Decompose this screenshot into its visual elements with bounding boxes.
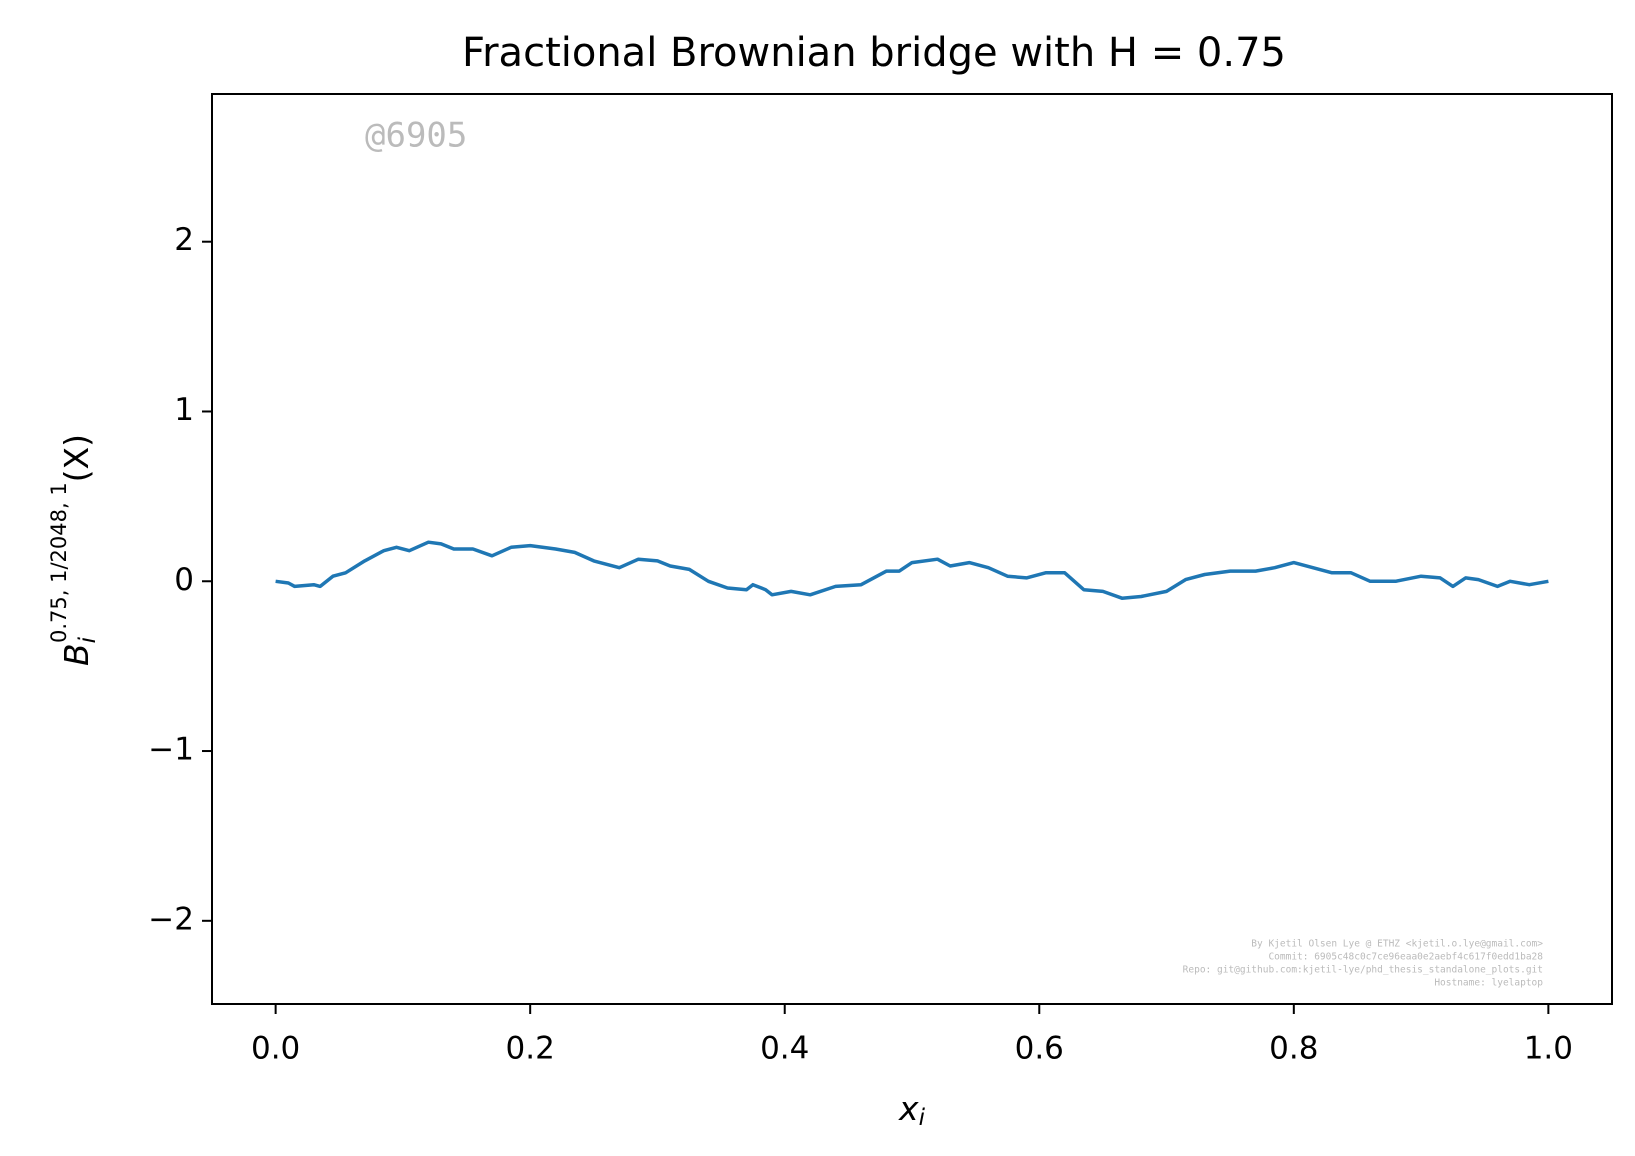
x-tick-label: 0.0 xyxy=(251,1031,300,1067)
y-label-sub: i xyxy=(75,636,101,643)
y-tick-label: −1 xyxy=(148,732,194,768)
y-tick-label: −2 xyxy=(148,901,194,937)
y-tick-label: 1 xyxy=(174,392,194,428)
y-label-sup: 0.75, 1/2048, 1 xyxy=(47,482,71,643)
x-axis-label: xi xyxy=(898,1089,926,1131)
y-label-base: B xyxy=(57,643,96,666)
y-axis-label: Bi 0.75, 1/2048, 1(X) xyxy=(47,434,101,666)
footer-line: Repo: git@github.com:kjetil-lye/phd_thes… xyxy=(1183,965,1543,976)
plot-frame xyxy=(211,93,1613,1005)
y-tick-label: 2 xyxy=(174,222,194,258)
x-label-base: x xyxy=(898,1089,919,1128)
footer-line: By Kjetil Olsen Lye @ ETHZ <kjetil.o.lye… xyxy=(1251,939,1543,950)
x-tick-label: 0.6 xyxy=(1015,1031,1064,1067)
watermark: @6905 xyxy=(365,116,467,156)
data-line xyxy=(275,540,1549,600)
footer-line: Hostname: lyelaptop xyxy=(1434,978,1543,989)
x-tick-label: 0.2 xyxy=(506,1031,555,1067)
x-tick-label: 0.8 xyxy=(1269,1031,1318,1067)
x-label-sub: i xyxy=(919,1105,926,1131)
chart-title: Fractional Brownian bridge with H = 0.75 xyxy=(462,30,1286,76)
y-tick-label: 0 xyxy=(174,562,194,598)
y-label-arg: (X) xyxy=(57,434,96,482)
x-tick-label: 0.4 xyxy=(760,1031,809,1067)
x-tick-label: 1.0 xyxy=(1524,1031,1573,1067)
footer-line: Commit: 6905c48c0c7ce96eaa0e2aebf4c617f0… xyxy=(1268,952,1543,963)
